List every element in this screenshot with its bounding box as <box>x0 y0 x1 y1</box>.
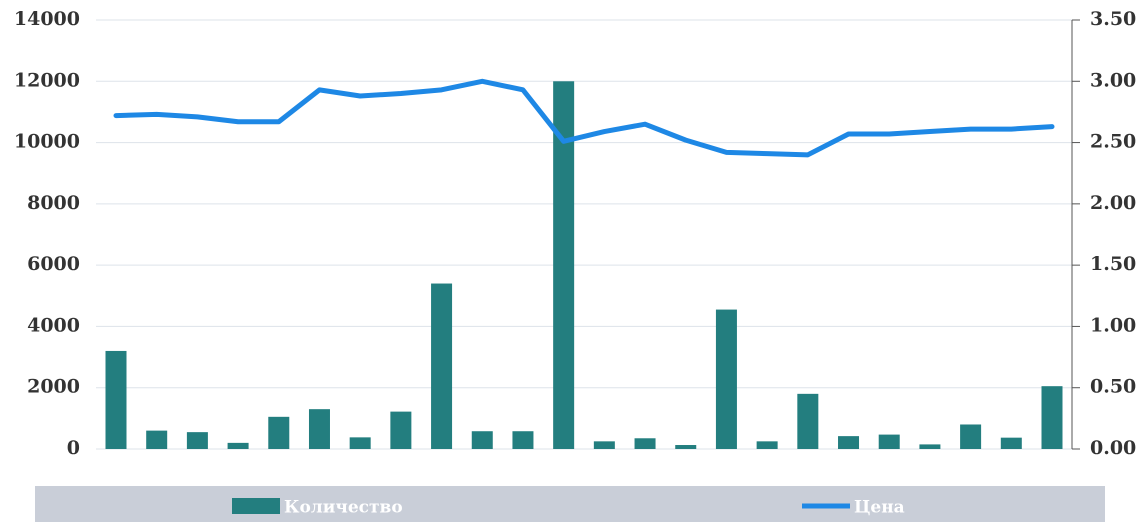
bar <box>268 416 290 449</box>
legend-label: Количество <box>284 498 403 518</box>
bar <box>634 438 656 449</box>
bar <box>960 424 982 449</box>
bar <box>471 431 493 449</box>
y2-tick-label: 1.00 <box>1090 314 1136 336</box>
bar <box>553 81 575 450</box>
bar <box>593 441 615 449</box>
y-tick-label: 8000 <box>27 192 80 214</box>
bar <box>838 436 860 449</box>
bar <box>1000 437 1022 449</box>
legend-swatch <box>232 498 280 514</box>
bar <box>349 437 371 449</box>
bar <box>227 442 249 449</box>
y-tick-label: 12000 <box>14 69 80 91</box>
y-tick-label: 6000 <box>27 253 80 275</box>
legend-band <box>35 486 1105 522</box>
y2-tick-label: 2.50 <box>1090 131 1136 153</box>
legend: Количество Цена <box>232 498 905 518</box>
bar <box>390 411 412 449</box>
bar <box>105 350 127 449</box>
bar <box>186 432 208 449</box>
y2-tick-label: 0.50 <box>1090 376 1136 398</box>
bar <box>878 434 900 449</box>
bar <box>797 393 819 449</box>
bar <box>308 409 330 449</box>
bar <box>919 444 941 449</box>
y2-tick-label: 1.50 <box>1090 253 1136 275</box>
bar <box>715 309 737 449</box>
y-tick-label: 14000 <box>14 8 80 30</box>
y-tick-label: 0 <box>67 437 80 459</box>
y2-tick-label: 2.00 <box>1090 192 1136 214</box>
bar <box>1041 386 1063 449</box>
y2-tick-label: 3.00 <box>1090 69 1136 91</box>
y-tick-label: 10000 <box>14 131 80 153</box>
bar <box>431 283 453 449</box>
y2-tick-label: 0.00 <box>1090 437 1136 459</box>
bar <box>756 441 778 449</box>
y-tick-label: 4000 <box>27 314 80 336</box>
y-tick-label: 2000 <box>27 376 80 398</box>
line <box>113 78 1055 158</box>
bar <box>675 445 697 449</box>
bar <box>512 431 534 449</box>
y2-tick-label: 3.50 <box>1090 8 1136 30</box>
bar <box>146 430 168 449</box>
legend-label: Цена <box>854 498 905 518</box>
